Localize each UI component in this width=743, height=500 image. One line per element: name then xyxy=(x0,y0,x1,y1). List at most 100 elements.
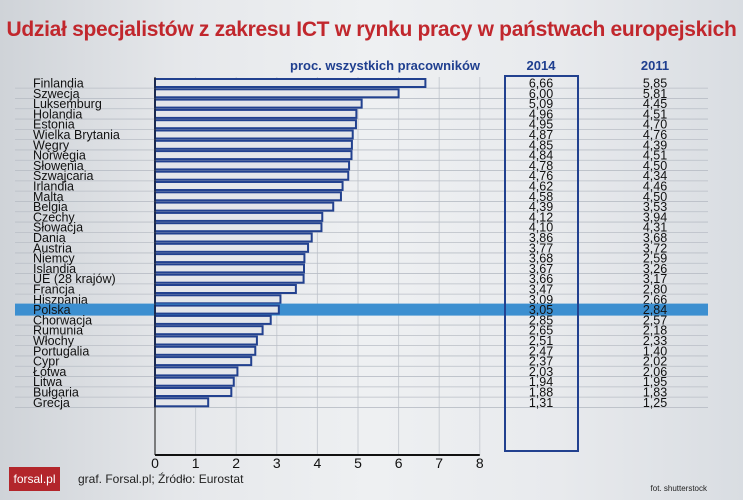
category-label: Rumunia xyxy=(33,324,83,338)
value-2014: 5,09 xyxy=(529,97,553,111)
bar xyxy=(154,335,258,346)
column-header-2011: 2011 xyxy=(641,58,669,73)
value-2014: 1,31 xyxy=(529,396,553,410)
bar xyxy=(154,201,335,212)
category-label: Austria xyxy=(33,241,72,255)
value-2011: 2,66 xyxy=(643,293,667,307)
category-label: Irlandia xyxy=(33,180,74,194)
value-2014: 1,94 xyxy=(529,375,553,389)
bar xyxy=(154,191,342,202)
value-2014: 4,39 xyxy=(529,200,553,214)
x-tick-label: 6 xyxy=(395,455,403,471)
x-tick-label: 1 xyxy=(192,455,200,471)
value-2011: 3,26 xyxy=(643,262,667,276)
value-2014: 6,66 xyxy=(529,77,553,91)
category-label: Finlandia xyxy=(33,77,84,91)
bar xyxy=(154,387,233,397)
value-2011: 2,59 xyxy=(643,252,667,266)
value-2011: 4,70 xyxy=(643,118,667,132)
category-label: Czechy xyxy=(33,210,75,224)
value-2011: 1,95 xyxy=(643,375,667,389)
value-2011: 3,94 xyxy=(643,210,667,224)
category-label: Belgia xyxy=(33,200,68,214)
bar xyxy=(154,232,313,243)
value-2014: 4,96 xyxy=(529,107,553,121)
value-2014: 1,88 xyxy=(529,386,553,400)
value-2011: 5,81 xyxy=(643,87,667,101)
bar xyxy=(154,119,357,130)
value-2014: 4,12 xyxy=(529,210,553,224)
value-2011: 4,34 xyxy=(643,169,667,183)
category-label: Szwajcaria xyxy=(33,169,93,183)
bar xyxy=(154,129,354,140)
value-2014: 2,51 xyxy=(529,334,553,348)
category-label: Włochy xyxy=(33,334,75,348)
value-2014: 4,95 xyxy=(529,118,553,132)
value-2014: 3,67 xyxy=(529,262,553,276)
bar xyxy=(154,284,297,294)
value-2014: 4,58 xyxy=(529,190,553,204)
value-2011: 4,50 xyxy=(643,190,667,204)
x-axis-label: proc. wszystkich pracowników xyxy=(290,58,481,73)
value-2011: 2,02 xyxy=(643,355,667,369)
bar xyxy=(154,160,351,171)
value-2011: 1,40 xyxy=(643,344,667,358)
forsal-logo[interactable]: forsal.pl xyxy=(9,467,60,491)
x-tick-label: 3 xyxy=(273,455,281,471)
value-2011: 4,46 xyxy=(643,180,667,194)
x-tick-label: 0 xyxy=(151,455,159,471)
value-2011: 3,53 xyxy=(643,200,667,214)
category-label: Holandia xyxy=(33,107,82,121)
bar xyxy=(154,181,344,191)
bar xyxy=(154,345,257,356)
bar xyxy=(154,397,210,408)
category-label: Węgry xyxy=(33,138,70,152)
value-2014: 3,68 xyxy=(529,252,553,266)
bar xyxy=(154,211,324,222)
value-2014: 4,10 xyxy=(529,221,553,235)
category-label: Słowacja xyxy=(33,221,83,235)
category-label: Luksemburg xyxy=(33,97,102,111)
value-2014: 2,47 xyxy=(529,344,553,358)
x-tick-label: 2 xyxy=(232,455,240,471)
bar xyxy=(154,366,239,377)
bar xyxy=(154,356,253,367)
category-label: Łotwa xyxy=(33,365,66,379)
value-2014: 6,00 xyxy=(529,87,553,101)
category-label: Wielka Brytania xyxy=(33,128,120,142)
bar xyxy=(154,98,363,109)
category-label: Dania xyxy=(33,231,66,245)
value-2011: 4,50 xyxy=(643,159,667,173)
bar xyxy=(154,253,306,264)
bar xyxy=(154,222,323,233)
category-label: Portugalia xyxy=(33,344,89,358)
bar xyxy=(154,314,272,325)
category-label: Szwecja xyxy=(33,87,80,101)
bar xyxy=(154,242,310,253)
category-label: Słowenia xyxy=(33,159,84,173)
category-label: Malta xyxy=(33,190,64,204)
value-2014: 4,87 xyxy=(529,128,553,142)
value-2014: 4,84 xyxy=(529,149,553,163)
value-2014: 4,62 xyxy=(529,180,553,194)
value-2011: 4,31 xyxy=(643,221,667,235)
value-2014: 2,03 xyxy=(529,365,553,379)
value-2011: 4,45 xyxy=(643,97,667,111)
value-2011: 3,72 xyxy=(643,241,667,255)
value-2014: 3,66 xyxy=(529,272,553,286)
bar xyxy=(154,139,353,150)
category-label: Niemcy xyxy=(33,252,75,266)
value-2014: 4,76 xyxy=(529,169,553,183)
value-2011: 3,68 xyxy=(643,231,667,245)
bar xyxy=(154,304,280,315)
bar xyxy=(154,325,264,336)
value-2014: 2,85 xyxy=(529,313,553,327)
category-label: UE (28 krajów) xyxy=(33,272,116,286)
bar xyxy=(154,170,350,181)
bar xyxy=(154,263,306,274)
category-label: Cypr xyxy=(33,355,59,369)
value-2014: 3,09 xyxy=(529,293,553,307)
value-2014: 4,85 xyxy=(529,138,553,152)
value-2011: 2,84 xyxy=(643,303,667,317)
